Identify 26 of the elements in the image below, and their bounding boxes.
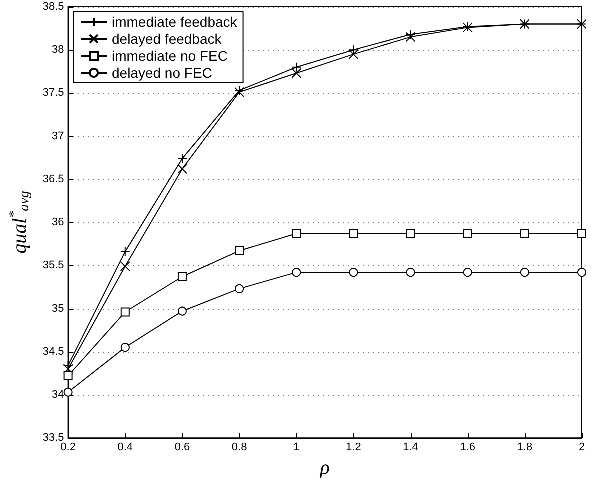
x-tick-label: 1 (294, 442, 300, 454)
y-tick-label: 34 (52, 388, 64, 401)
x-tick-label: 0.8 (232, 442, 248, 454)
legend-label: delayed no FEC (112, 65, 212, 81)
y-tick-label: 34.5 (42, 346, 64, 358)
y-tick-label: 35.5 (42, 260, 64, 272)
y-tick-label: 36 (52, 216, 64, 229)
legend-label: immediate no FEC (112, 48, 228, 64)
y-tick-label: 37 (52, 130, 64, 142)
x-tick-label: 2 (578, 442, 586, 454)
y-axis-title: qual*avg (8, 191, 32, 254)
legend-label: delayed feedback (112, 31, 223, 47)
x-tick-label: 0.6 (174, 442, 190, 454)
x-tick-label: 1.6 (460, 442, 476, 454)
y-tick-label: 37.5 (42, 87, 64, 100)
x-tick-label: 1.2 (346, 442, 362, 454)
x-tick-label: 0.4 (118, 442, 134, 454)
y-tick-label: 38 (52, 44, 64, 56)
legend-label: immediate feedback (112, 14, 238, 30)
x-tick-label: 0.2 (60, 442, 76, 454)
x-axis-title: ρ (319, 457, 330, 479)
y-tick-label: 38.5 (42, 1, 64, 13)
x-tick-label: 1.8 (517, 442, 533, 454)
y-tick-label: 35 (52, 302, 64, 315)
y-tick-label: 36.5 (42, 173, 64, 186)
x-tick-label: 1.4 (403, 442, 418, 454)
